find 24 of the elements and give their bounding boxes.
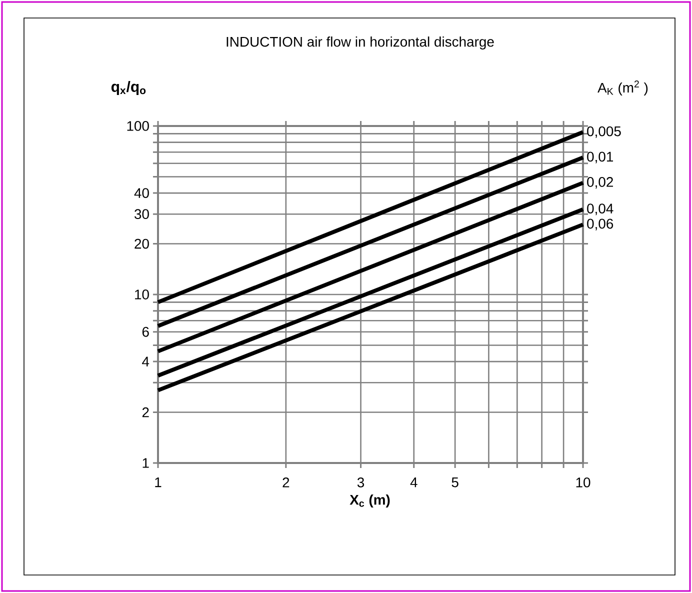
x-tick-label: 5	[452, 478, 458, 488]
series-label: 0,005	[587, 126, 621, 138]
series-label: 0,04	[587, 204, 614, 216]
series-label: 0,02	[587, 177, 613, 189]
chart-title: INDUCTION air flow in horizontal discharge	[226, 36, 494, 50]
series-label: 0,01	[587, 152, 613, 164]
x-tick-label: 4	[410, 478, 418, 488]
y-tick-label: 10	[135, 290, 149, 300]
y-tick-label: 20	[134, 238, 149, 249]
y-tick-label: 1	[142, 458, 149, 468]
y-tick-label: 2	[142, 407, 149, 418]
y-tick-label: 100	[127, 121, 149, 131]
series-label: 0,06	[587, 218, 614, 230]
x-tick-label: 10	[576, 478, 590, 488]
x-axis-title: X$_{c}$ (m)	[350, 494, 390, 508]
x-tick-label: 3	[357, 478, 364, 488]
x-tick-label: 2	[282, 478, 290, 488]
legend-title: A$_{K}$ (m$^{2}$ )	[598, 80, 648, 96]
y-tick-label: 4	[142, 356, 150, 366]
y-axis-title: q$_{x}$/q$_{o}$	[111, 81, 146, 95]
x-tick-label: 1	[155, 478, 162, 488]
y-tick-label: 30	[134, 209, 149, 220]
y-tick-label: 6	[142, 326, 149, 337]
y-tick-label: 40	[134, 188, 149, 198]
